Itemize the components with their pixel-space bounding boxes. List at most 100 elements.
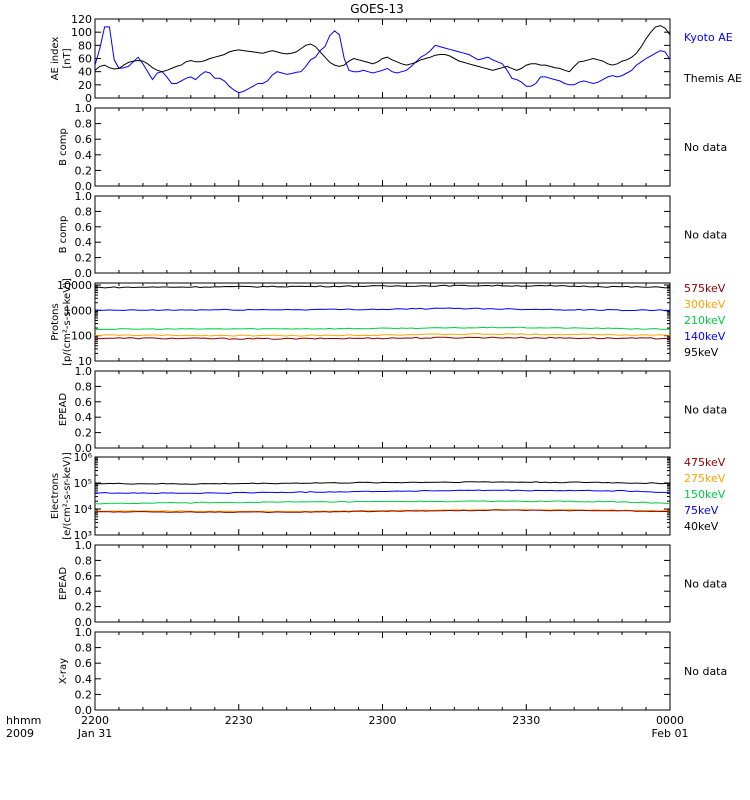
y-tick-label: 0.8 [75,554,93,567]
no-data-label: No data [684,665,727,678]
y-axis-label-line: B comp [58,128,69,166]
series-210kev [94,326,671,331]
panel-bcomp2: 0.0 0.2 0.4 0.6 0.8 1.0 B comp No data [58,190,727,280]
panel-electrons: 10³ 10⁴ 10⁵ 10⁶ Electrons[e/(cm²-s-sr-keV)] 4… [50,451,726,542]
y-axis-label-line: Electrons [50,473,61,519]
x-tick-label: 0000 [656,714,684,727]
y-tick-label: 0.2 [75,427,93,440]
x-tick-label: 2330 [512,714,540,727]
y-axis-label: Protons[p/(cm²-s-sr-keV)] [50,278,73,366]
series-40kev [94,481,671,485]
x-tick-label: 2230 [225,714,253,727]
y-tick-label: 10⁵ [74,477,92,490]
legend-entry: 95keV [684,346,719,359]
y-axis-label-line: [e/(cm²-s-sr-keV)] [62,452,73,540]
y-tick-label: 10⁶ [74,451,93,464]
y-tick-label: 0.8 [75,380,93,393]
y-tick-label: 1.0 [75,102,93,115]
time-row-label: hhmm [6,714,41,727]
y-tick-label: 10 [78,355,92,368]
series-575kev [94,336,671,340]
y-axis-label: AE index[nT] [50,37,73,81]
x-tick-label: 2300 [369,714,397,727]
legend-entry: 475keV [684,456,726,469]
y-tick-label: 0.6 [75,570,93,583]
legend-entry: 150keV [684,488,726,501]
y-axis-label-line: [nT] [62,48,73,68]
y-axis-label-line: [p/(cm²-s-sr-keV)] [62,278,73,366]
y-axis-label: EPEAD [58,393,69,427]
y-tick-label: 0.6 [75,396,93,409]
y-tick-label: 100 [71,330,92,343]
y-axis-label: EPEAD [58,567,69,601]
series-themis-ae [94,25,671,73]
y-tick-label: 0.4 [75,673,93,686]
y-axis-label: B comp [58,128,69,166]
y-tick-label: 1.0 [75,539,93,552]
no-data-label: No data [684,578,727,591]
legend-entry: 140keV [684,330,726,343]
y-tick-label: 1000 [64,304,92,317]
y-tick-label: 0.2 [75,688,93,701]
x-tick-label: 2200 [81,714,109,727]
series-140kev [94,307,671,312]
panel-xray: 0.0 0.2 0.4 0.6 0.8 1.0 X-ray No data [58,626,727,717]
y-axis-label-line: X-ray [58,658,69,684]
y-axis-label: X-ray [58,658,69,684]
legend-entry: 275keV [684,472,726,485]
y-tick-label: 0.6 [75,657,93,670]
y-tick-label: 0.8 [75,642,93,655]
y-tick-label: 0.4 [75,149,93,162]
y-axis-label-line: EPEAD [58,567,69,601]
panel-frame [94,456,671,536]
y-tick-label: 1.0 [75,626,93,639]
y-axis-label: B comp [58,216,69,254]
y-tick-label: 100 [71,26,92,39]
x-tick-sublabel: Jan 31 [77,727,112,740]
legend-entry: Kyoto AE [684,31,733,44]
y-axis-label-line: B comp [58,216,69,254]
y-tick-label: 1.0 [75,365,93,378]
y-tick-label: 0 [85,92,92,105]
y-axis-label-line: EPEAD [58,393,69,427]
y-tick-label: 0.6 [75,133,93,146]
y-tick-label: 0.8 [75,118,93,131]
y-tick-label: 0.4 [75,585,93,598]
y-tick-label: 0.2 [75,252,93,265]
y-tick-label: 10000 [57,279,92,292]
no-data-label: No data [684,404,727,417]
y-tick-label: 10⁴ [74,503,93,516]
panel-frame [94,282,671,362]
y-tick-label: 0.6 [75,221,93,234]
panel-epead2: 0.0 0.2 0.4 0.6 0.8 1.0 EPEAD No data [58,539,727,629]
legend-entry: 300keV [684,298,726,311]
y-tick-label: 0.2 [75,164,93,177]
y-tick-label: 0.0 [75,267,93,280]
y-axis-label-line: AE index [50,37,61,81]
y-tick-label: 120 [71,13,92,26]
panel-frame [94,370,671,449]
legend-entry: Themis AE [683,72,742,85]
y-tick-label: 20 [78,79,92,92]
legend-entry: 75keV [684,504,719,517]
y-tick-label: 0.0 [75,704,93,717]
y-tick-label: 10³ [74,529,92,542]
y-tick-label: 60 [78,53,92,66]
y-tick-label: 40 [78,66,92,79]
no-data-label: No data [684,141,727,154]
series-475kev [94,509,671,514]
series-95kev [94,284,671,289]
panel-epead1: 0.0 0.2 0.4 0.6 0.8 1.0 EPEAD No data [58,365,727,455]
legend-entry: 40keV [684,520,719,533]
y-tick-label: 0.8 [75,205,93,218]
panel-bcomp1: 0.0 0.2 0.4 0.6 0.8 1.0 B comp No data [58,102,727,193]
y-tick-label: 0.4 [75,411,93,424]
y-tick-label: 0.4 [75,236,93,249]
y-tick-label: 0.0 [75,442,93,455]
legend-entry: 210keV [684,314,726,327]
